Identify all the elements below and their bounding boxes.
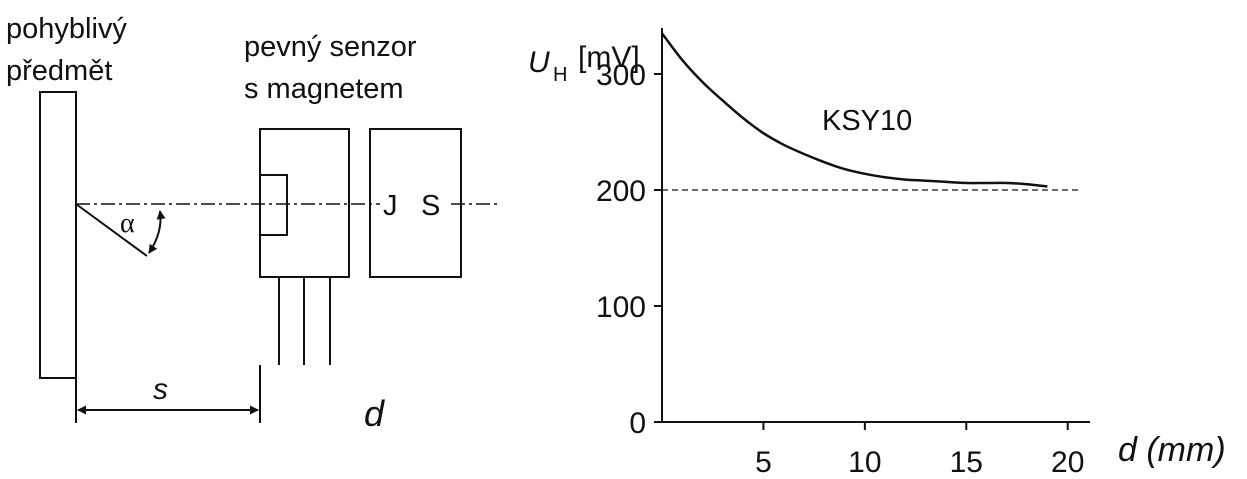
moving-object-label-line2: předmět (6, 55, 112, 87)
y-tick-label-200: 200 (596, 175, 646, 208)
series-label-ksy10: KSY10 (822, 105, 912, 137)
angle-arc-arrow (148, 210, 166, 254)
series-line-ksy10 (661, 32, 1048, 188)
y-axis-label-subscript: H (553, 64, 567, 86)
x-tick-label-10: 10 (848, 446, 881, 479)
sensor-body (259, 128, 350, 278)
axis-ticks: 0 100 200 300 5 10 15 20 (596, 59, 1084, 479)
angle-line (75, 203, 148, 257)
x-axis-label: d (mm) (1118, 431, 1226, 469)
x-tick-label-15: 15 (950, 446, 983, 479)
magnet-pole-j: J (383, 190, 398, 222)
d-symbol: d (364, 393, 385, 434)
fixed-sensor-label-line2: s magnetem (244, 73, 404, 105)
magnet-pole-s: S (421, 190, 440, 222)
angle-symbol: α (120, 208, 135, 239)
distance-symbol: s (153, 373, 168, 406)
moving-object-label-line1: pohyblivý (6, 13, 127, 45)
sensor-diagram: pohyblivý předmět pevný senzor s magnete… (6, 13, 500, 434)
y-tick-label-300: 300 (596, 59, 646, 92)
hall-voltage-chart: U H [mV] d (mm) KSY10 0 100 200 300 5 10 15 20 (528, 28, 1226, 479)
fixed-sensor-label-line1: pevný senzor (244, 31, 417, 63)
x-tick-label-20: 20 (1051, 446, 1084, 479)
x-tick-label-5: 5 (755, 446, 772, 479)
magnet-body (369, 128, 462, 278)
y-axis-label-main: U (528, 46, 550, 79)
y-tick-label-100: 100 (596, 291, 646, 324)
hall-element (259, 174, 288, 236)
magnet-label-backdrop (380, 190, 450, 220)
moving-object-plate (39, 91, 77, 379)
y-tick-label-0: 0 (629, 407, 646, 440)
y-axis-label-unit: [mV] (578, 41, 640, 74)
